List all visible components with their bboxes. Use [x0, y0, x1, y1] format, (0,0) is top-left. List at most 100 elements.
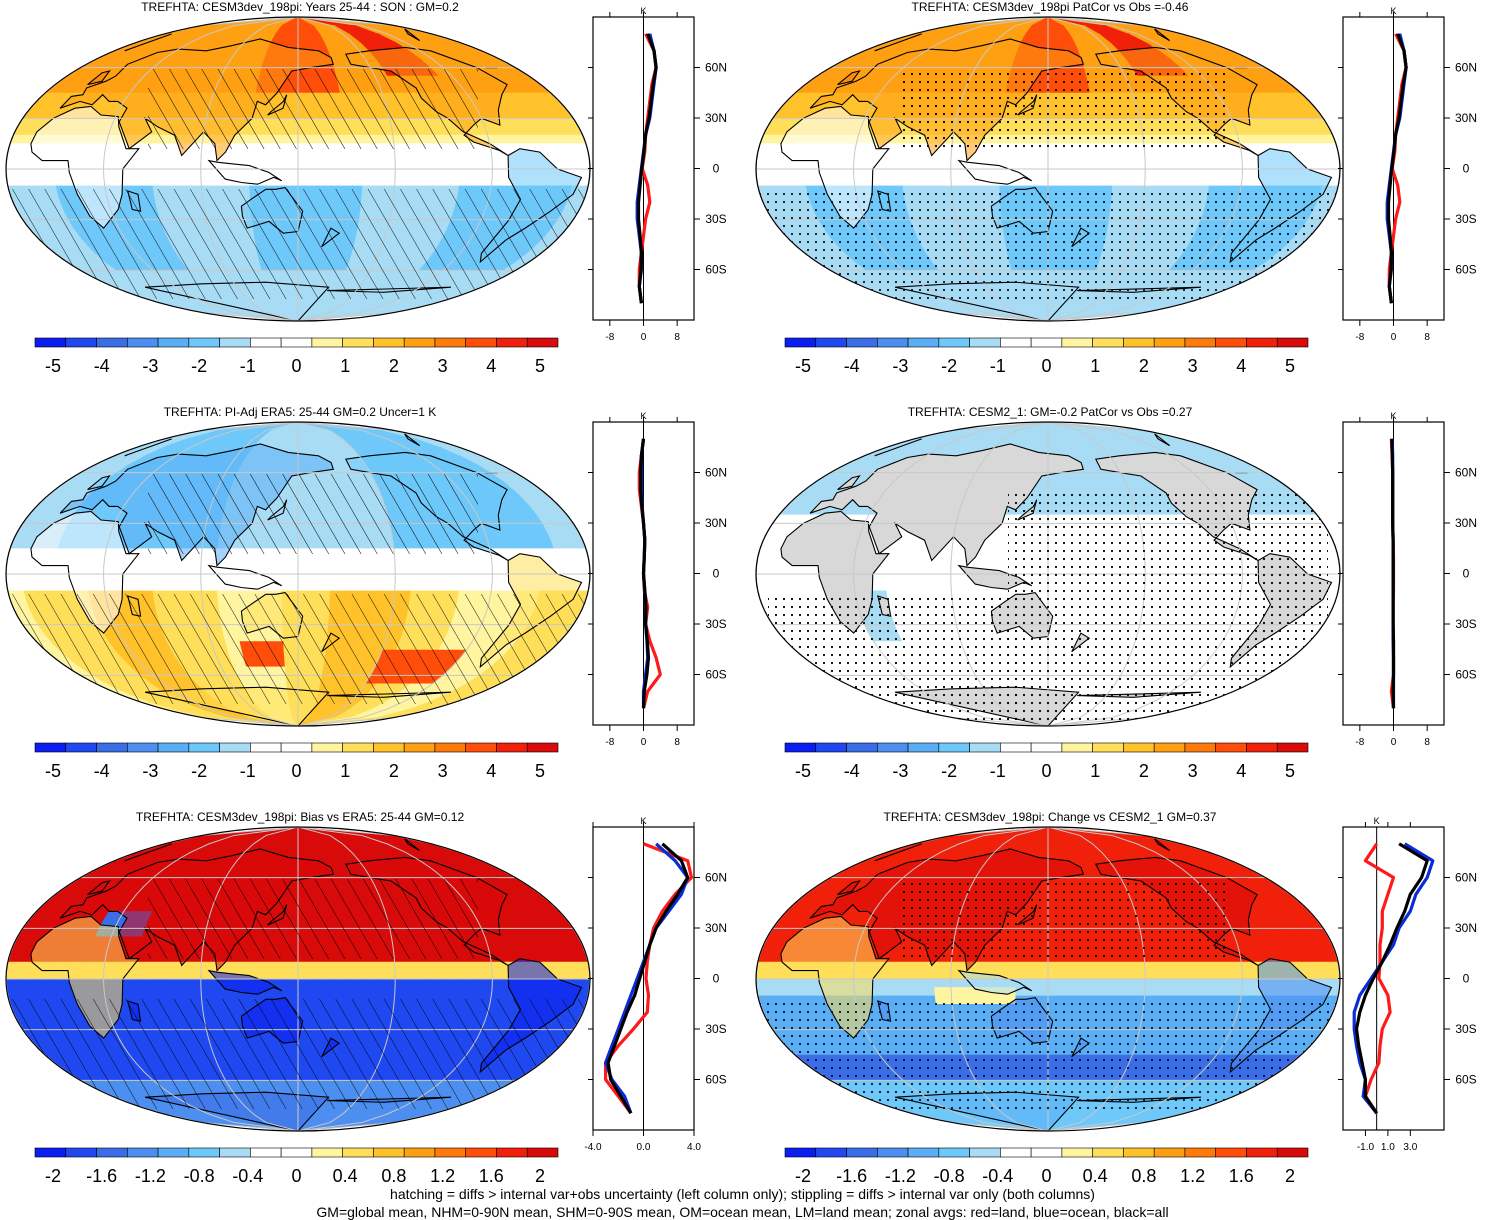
zonal-ytick-label: 60S — [705, 263, 726, 277]
colorbar-box — [877, 1148, 908, 1157]
colorbar-box — [404, 338, 435, 347]
colorbar-box — [1093, 1148, 1124, 1157]
colorbar-box — [35, 338, 66, 347]
colorbar-box — [970, 1148, 1001, 1157]
colorbar-label: -4 — [94, 356, 110, 376]
colorbar-label: -5 — [795, 356, 811, 376]
significance-overlay — [758, 999, 1338, 1109]
colorbar-box — [343, 1148, 374, 1157]
colorbar-label: 2 — [535, 1166, 545, 1186]
colorbar-box — [97, 1148, 128, 1157]
colorbar-label: 0 — [1041, 356, 1051, 376]
colorbar-box — [312, 743, 343, 752]
map-field — [6, 827, 590, 1131]
colorbar-label: 0 — [291, 761, 301, 781]
colorbar-box — [970, 338, 1001, 347]
footnote-hatching: hatching = diffs > internal var+obs unce… — [0, 1186, 1485, 1202]
colorbar-label: -2 — [45, 1166, 61, 1186]
colorbar-box — [877, 743, 908, 752]
colorbar-box — [373, 743, 404, 752]
zonal-xtick-label: -4.0 — [584, 1142, 602, 1153]
colorbar-box — [97, 338, 128, 347]
colorbar-box — [435, 1148, 466, 1157]
zonal-xtick-label: -1.0 — [1357, 1142, 1375, 1153]
colorbar-box — [66, 338, 97, 347]
colorbar-box — [435, 743, 466, 752]
zonal-line-all — [1392, 439, 1394, 708]
colorbar-box — [1062, 1148, 1093, 1157]
colorbar-box — [1246, 1148, 1277, 1157]
colorbar-box — [1216, 338, 1247, 347]
colorbar-label: 2 — [1139, 356, 1149, 376]
zonal-xtick-label: 0 — [1391, 737, 1397, 748]
significance-overlay — [898, 69, 1228, 149]
colorbar-box — [189, 338, 220, 347]
colorbar-box — [939, 338, 970, 347]
colorbar-box — [1062, 743, 1093, 752]
zonal-ytick-label: 30S — [705, 212, 726, 226]
colorbar-label: -0.8 — [184, 1166, 215, 1186]
zonal-ytick-label: 30N — [1455, 516, 1477, 530]
colorbar-label: -1.6 — [86, 1166, 117, 1186]
colorbar-box — [1216, 743, 1247, 752]
zonal-xtick-label: 0 — [641, 737, 647, 748]
colorbar-box — [785, 1148, 816, 1157]
colorbar-label: -2 — [191, 761, 207, 781]
colorbar-box — [908, 338, 939, 347]
colorbar-box — [1093, 743, 1124, 752]
colorbar-box — [847, 1148, 878, 1157]
colorbar-box — [66, 1148, 97, 1157]
colorbar-box — [1000, 338, 1031, 347]
zonal-ytick-label: 30N — [1455, 111, 1477, 125]
zonal-xtick-label: 8 — [674, 332, 680, 343]
significance-overlay — [898, 879, 1228, 959]
colorbar-box — [250, 338, 281, 347]
colorbar-label: 0.8 — [1131, 1166, 1156, 1186]
colorbar-box — [404, 1148, 435, 1157]
colorbar-box — [939, 1148, 970, 1157]
colorbar-label: 5 — [1285, 356, 1295, 376]
colorbar-box — [281, 743, 312, 752]
zonal-ytick-label: 0 — [713, 567, 720, 581]
colorbar-box — [1031, 743, 1062, 752]
map-field — [6, 422, 590, 726]
colorbar-label: 5 — [535, 761, 545, 781]
colorbar-box — [1123, 1148, 1154, 1157]
colorbar-box — [1154, 743, 1185, 752]
colorbar-box — [466, 338, 497, 347]
zonal-xtick-label: 0 — [1391, 332, 1397, 343]
colorbar-label: -3 — [142, 356, 158, 376]
map-field — [756, 17, 1340, 321]
colorbar-box — [1123, 743, 1154, 752]
colorbar-label: -2 — [941, 761, 957, 781]
colorbar-box — [35, 1148, 66, 1157]
zonal-ytick-label: 60N — [1455, 466, 1477, 480]
zonal-xtick-label: 8 — [1424, 332, 1430, 343]
significance-overlay — [148, 474, 478, 554]
colorbar-box — [847, 338, 878, 347]
colorbar-box — [189, 1148, 220, 1157]
zonal-ytick-label: 30S — [1455, 212, 1476, 226]
colorbar-box — [939, 743, 970, 752]
colorbar-label: -0.4 — [232, 1166, 263, 1186]
zonal-ytick-label: 60S — [1455, 1073, 1476, 1087]
colorbar-label: -1 — [990, 761, 1006, 781]
colorbar-label: 0 — [1041, 761, 1051, 781]
colorbar-label: 3 — [438, 356, 448, 376]
colorbar-label: -1 — [990, 356, 1006, 376]
colorbar-box — [343, 743, 374, 752]
colorbar-label: 5 — [535, 356, 545, 376]
colorbar-label: 4 — [486, 761, 496, 781]
colorbar-box — [220, 338, 251, 347]
colorbar-label: -5 — [795, 761, 811, 781]
zonal-ytick-label: 30S — [705, 617, 726, 631]
zonal-ytick-label: 30N — [705, 111, 727, 125]
zonal-ytick-label: 30S — [705, 1022, 726, 1036]
colorbar-label: -3 — [892, 761, 908, 781]
colorbar-box — [312, 338, 343, 347]
